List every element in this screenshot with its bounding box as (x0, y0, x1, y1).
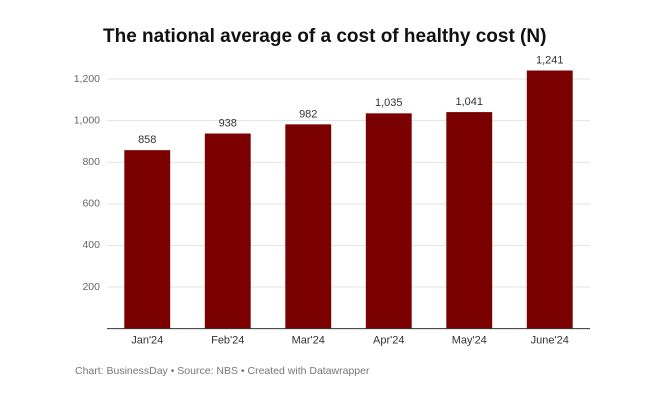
value-label: 1,035 (375, 97, 403, 109)
x-tick-label: Mar'24 (292, 335, 325, 347)
value-label: 1,041 (455, 96, 483, 108)
y-tick-label: 1,200 (74, 73, 100, 85)
bar (365, 113, 412, 329)
y-tick-label: 600 (82, 198, 100, 210)
bar (285, 124, 332, 329)
x-tick-label: June'24 (531, 335, 569, 347)
bar (526, 70, 573, 329)
source-note: Chart: BusinessDay • Source: NBS • Creat… (75, 365, 370, 377)
x-tick-label: May'24 (452, 335, 487, 347)
value-label: 858 (138, 134, 156, 146)
bar (124, 150, 171, 329)
y-tick-label: 800 (82, 156, 100, 168)
chart-title: The national average of a cost of health… (103, 26, 546, 47)
y-tick-label: 1,000 (74, 114, 100, 126)
bar (204, 133, 251, 329)
value-label: 938 (219, 117, 237, 129)
value-label: 982 (299, 108, 317, 120)
value-label: 1,241 (536, 54, 564, 66)
x-tick-label: Feb'24 (211, 335, 244, 347)
bar (446, 112, 493, 329)
x-tick-label: Jan'24 (131, 335, 163, 347)
y-tick-label: 400 (82, 239, 100, 251)
y-tick-label: 200 (82, 281, 100, 293)
x-tick-label: Apr'24 (373, 335, 404, 347)
